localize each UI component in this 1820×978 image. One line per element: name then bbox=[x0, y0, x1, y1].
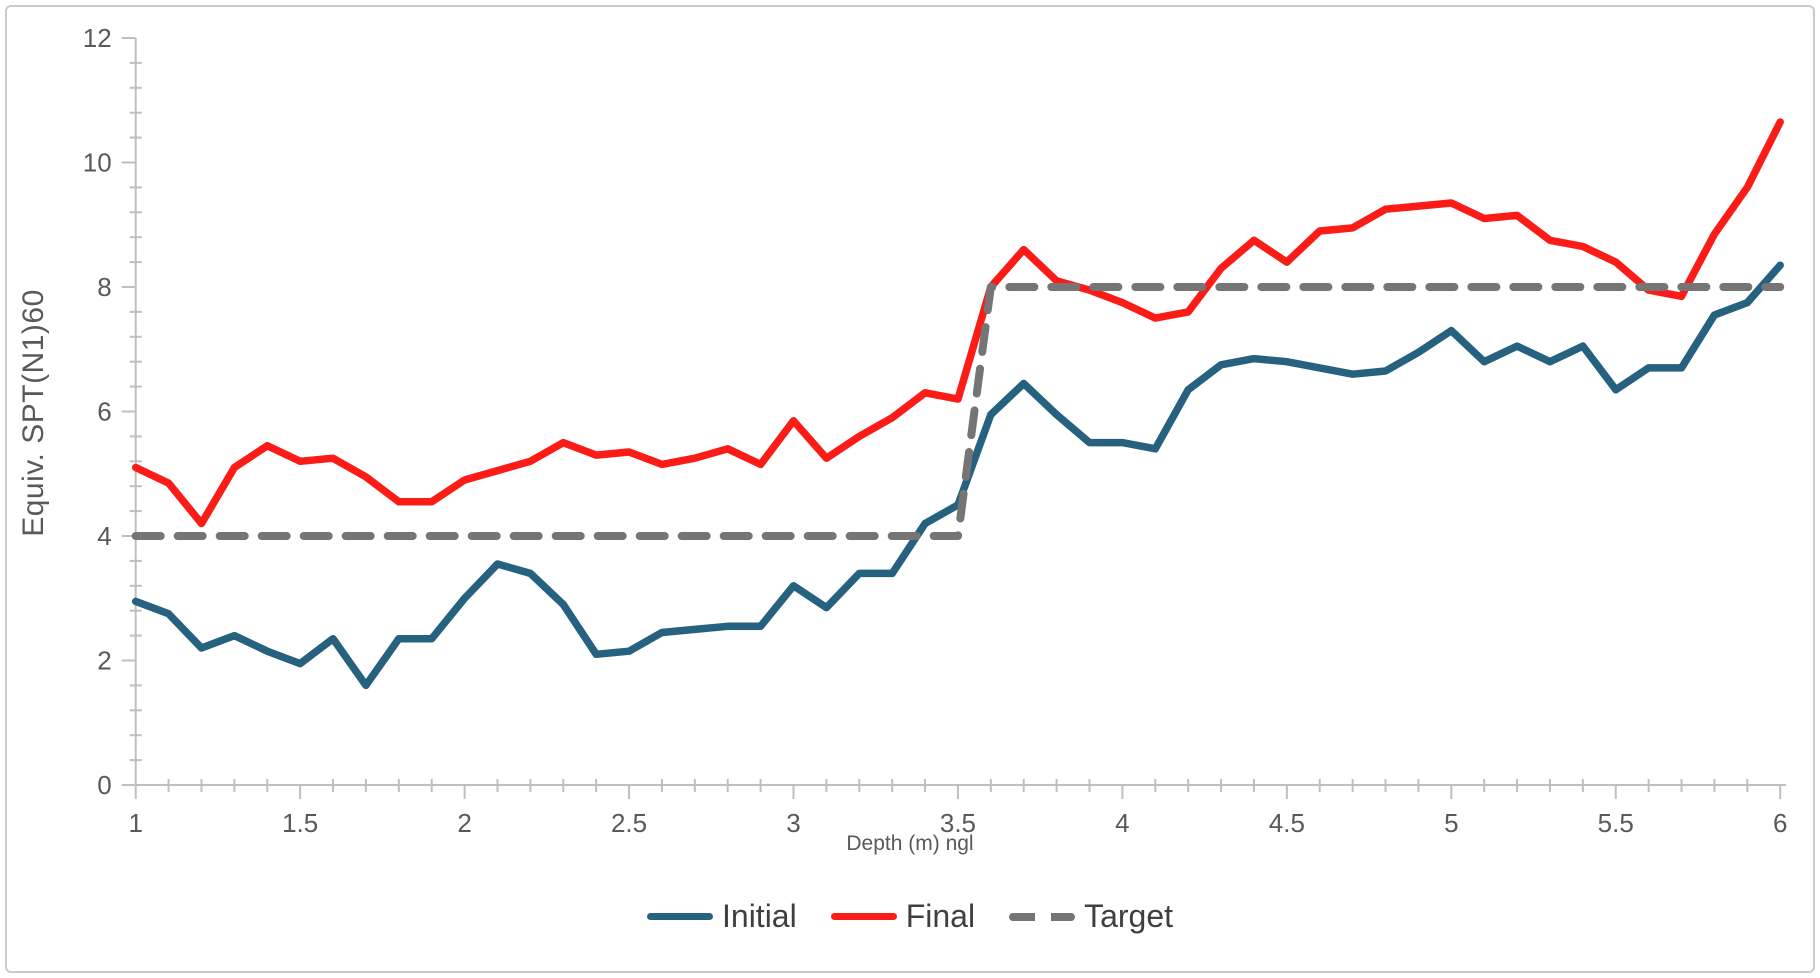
legend-label-final: Final bbox=[905, 898, 976, 934]
y-tick-label: 10 bbox=[83, 148, 112, 178]
series-final-line[interactable] bbox=[131, 118, 1784, 528]
x-tick-label: 5 bbox=[1444, 808, 1458, 838]
x-tick-label: 3 bbox=[786, 808, 800, 838]
legend-item-final[interactable]: Final bbox=[830, 898, 976, 935]
legend-swatch-initial-line bbox=[647, 913, 713, 920]
x-tick-label: 1 bbox=[128, 808, 142, 838]
y-tick-label: 2 bbox=[97, 646, 111, 676]
y-tick-label: 12 bbox=[83, 23, 112, 53]
legend-item-target[interactable]: Target bbox=[1009, 898, 1173, 935]
y-tick-label: 4 bbox=[97, 521, 111, 551]
series-initial-line[interactable] bbox=[131, 261, 1784, 690]
x-tick-label: 2 bbox=[457, 808, 471, 838]
y-tick-label: 0 bbox=[97, 770, 111, 800]
x-axis-title: Depth (m) ngl bbox=[846, 832, 974, 855]
x-tick-label: 4 bbox=[1115, 808, 1129, 838]
series-target-line[interactable] bbox=[131, 283, 1785, 540]
x-tick-label: 2.5 bbox=[611, 808, 647, 838]
legend-label-initial: Initial bbox=[722, 898, 797, 934]
x-tick-label: 5.5 bbox=[1598, 808, 1634, 838]
legend-swatch-final-line bbox=[830, 913, 897, 920]
x-tick-label: 4.5 bbox=[1269, 808, 1305, 838]
y-tick-label: 8 bbox=[97, 272, 111, 302]
legend-item-initial[interactable]: Initial bbox=[647, 898, 797, 935]
legend: Initial Final Target bbox=[0, 898, 1820, 935]
legend-label-target: Target bbox=[1084, 898, 1173, 934]
x-tick-label: 1.5 bbox=[282, 808, 318, 838]
x-tick-label: 3.5 bbox=[940, 808, 976, 838]
y-axis-title: Equiv. SPT(N1)60 bbox=[17, 289, 50, 537]
y-tick-label: 6 bbox=[97, 397, 111, 427]
legend-swatch-target-dashed-line bbox=[1009, 912, 1076, 921]
x-tick-label: 6 bbox=[1773, 808, 1787, 838]
